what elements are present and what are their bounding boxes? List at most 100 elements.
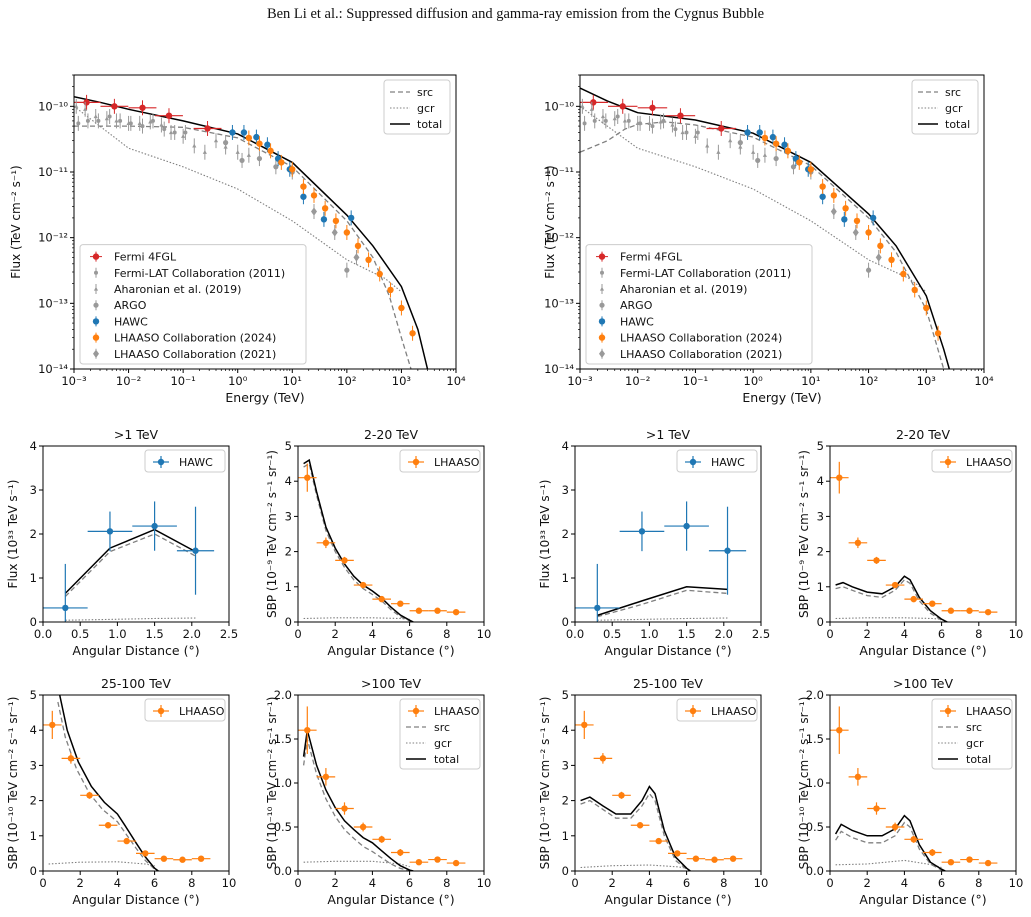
data-point — [626, 118, 631, 123]
legend-label-src: src — [417, 86, 433, 99]
data-point — [865, 229, 872, 236]
x-tick-label: 2 — [332, 627, 339, 641]
y-tick-label: 2 — [817, 545, 824, 559]
data-point — [737, 140, 743, 146]
x-axis-label: Angular Distance (°) — [604, 892, 731, 907]
y-tick-label: 4 — [817, 474, 824, 488]
y-tick-label: 1 — [30, 829, 37, 843]
legend-marker — [94, 270, 98, 275]
data-point — [289, 166, 296, 173]
x-tick-label: 10 — [1009, 876, 1024, 890]
data-point — [877, 242, 884, 250]
legend-label: Fermi 4FGL — [620, 251, 683, 264]
x-tick-label: 10⁴ — [974, 374, 994, 388]
data-point — [397, 600, 404, 607]
legend-label: Fermi-LAT Collaboration (2011) — [620, 267, 791, 280]
model-lines — [302, 730, 414, 871]
data-points — [74, 94, 416, 341]
line-gcr — [65, 617, 196, 621]
data-point — [229, 129, 236, 136]
chart-title: >100 TeV — [361, 676, 422, 691]
y-tick-label: 4 — [562, 439, 569, 453]
data-point — [267, 147, 274, 155]
x-tick-label: 0.5 — [603, 627, 621, 641]
y-tick-label: 3 — [30, 483, 37, 497]
data-point — [603, 118, 608, 123]
data-point — [751, 149, 756, 154]
y-tick-label: 1.5 — [274, 732, 292, 746]
data-point — [83, 99, 90, 106]
legend-label: HAWC — [711, 456, 745, 469]
y-axis-label: Flux (TeV cm⁻² s⁻¹) — [543, 165, 557, 278]
legend-label: Aharonian et al. (2019) — [114, 283, 241, 296]
x-tick-label: 0.5 — [71, 627, 89, 641]
data-point — [984, 608, 992, 616]
data-point — [118, 118, 123, 123]
data-point — [910, 595, 917, 603]
x-tick-label: 1.0 — [640, 627, 658, 641]
data-point — [728, 138, 733, 143]
x-tick-label: 0 — [826, 876, 833, 890]
data-point — [96, 118, 101, 123]
legend-label: HAWC — [114, 315, 148, 328]
data-point — [842, 205, 849, 212]
data-point — [107, 114, 112, 119]
line-total — [64, 528, 196, 594]
y-tick-label: 5 — [562, 688, 569, 702]
data-point — [104, 116, 109, 121]
data-point — [223, 140, 229, 146]
y-axis-label: Flux (10³³ TeV s⁻¹) — [538, 480, 552, 589]
line-total — [303, 458, 414, 622]
legend-label: LHAASO — [179, 705, 225, 718]
x-tick-label: 10⁻² — [116, 374, 141, 388]
line-total — [58, 695, 159, 871]
x-tick-label: 10³ — [392, 374, 412, 388]
axes-frame — [73, 74, 457, 370]
data-points — [43, 501, 215, 622]
legend-label: LHAASO — [966, 705, 1012, 718]
y-tick-label: 4 — [30, 723, 37, 737]
x-tick-label: 10⁻¹ — [170, 374, 195, 388]
data-point — [142, 850, 149, 857]
data-point — [245, 134, 253, 142]
data-point — [670, 122, 675, 127]
data-point — [761, 134, 769, 142]
data-point — [718, 125, 725, 132]
legend-box — [911, 79, 979, 135]
line-gcr — [597, 617, 728, 621]
data-point — [841, 216, 848, 223]
data-point — [615, 114, 620, 119]
data-points — [580, 94, 942, 341]
x-tick-label: 4 — [901, 876, 908, 890]
data-point — [376, 270, 383, 278]
axes-frame — [829, 445, 1017, 623]
data-point — [343, 229, 351, 236]
x-axis-label: Angular Distance (°) — [327, 892, 454, 907]
legend-box — [144, 698, 226, 722]
data-point — [854, 539, 862, 546]
data-point — [929, 600, 936, 607]
data-point — [729, 855, 737, 862]
line-src — [302, 738, 414, 871]
data-point — [353, 253, 360, 262]
data-point — [85, 118, 90, 123]
data-point — [67, 755, 75, 762]
axes-frame — [579, 74, 985, 370]
data-point — [599, 755, 607, 762]
x-tick-label: 10 — [1009, 627, 1024, 641]
y-tick-label: 0 — [817, 615, 824, 629]
data-point — [162, 127, 167, 132]
data-points — [830, 706, 998, 867]
y-axis-label: Flux (TeV cm⁻² s⁻¹) — [9, 165, 23, 278]
y-tick-label: 3 — [562, 483, 569, 497]
legend-marker — [412, 458, 420, 466]
data-point — [300, 183, 307, 190]
y-tick-label: 10⁻¹² — [544, 231, 574, 245]
data-point — [304, 474, 311, 481]
data-point — [762, 152, 768, 157]
data-point — [635, 121, 640, 125]
data-point — [784, 147, 792, 155]
data-point — [160, 855, 168, 862]
legend-label: LHAASO Collaboration (2021) — [620, 348, 782, 361]
legend-marker — [600, 270, 604, 275]
